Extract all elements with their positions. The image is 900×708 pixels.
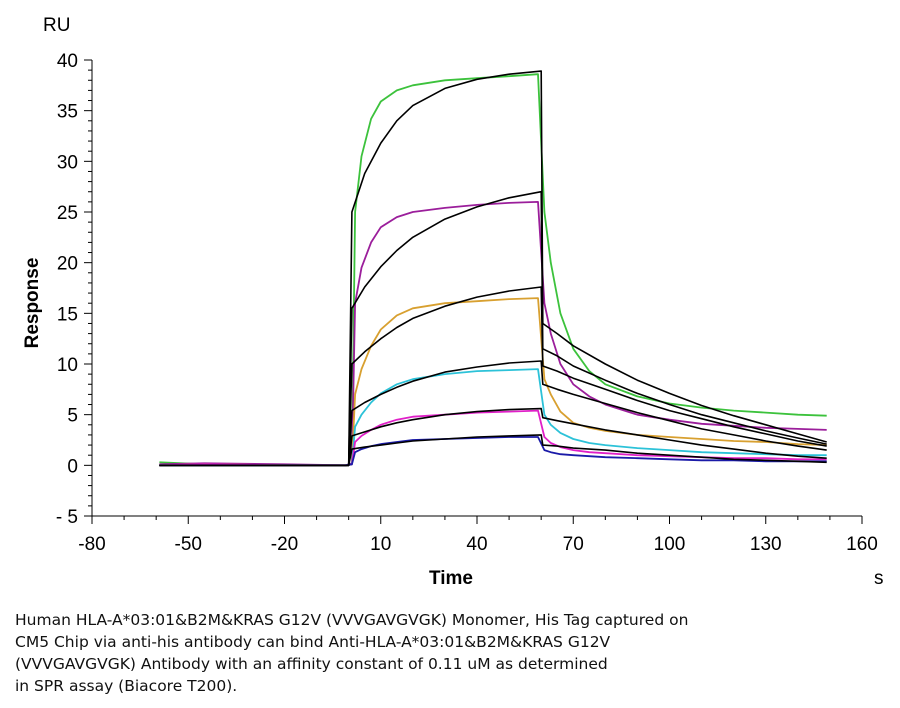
- x-tick-label: -80: [78, 534, 105, 555]
- y-tick-label: 40: [57, 51, 78, 72]
- caption-line: (VVVGAVGVGK) Antibody with an affinity c…: [15, 655, 608, 673]
- chart-axes: - 5 0 5 10 15 20 25 30 35 40 -80 -50 -20 10 40 70 100 130…: [56, 51, 878, 555]
- y-unit-label: RU: [43, 15, 70, 36]
- sensorgram-curve-1: [159, 73, 827, 467]
- caption-line: in SPR assay (Biacore T200).: [15, 677, 238, 695]
- x-unit-label: s: [874, 568, 884, 589]
- y-tick-label: 30: [57, 152, 78, 173]
- chart-series: [159, 70, 827, 467]
- x-tick-label: 160: [846, 534, 878, 555]
- fit-curve-9: [159, 286, 827, 467]
- y-tick-label: 20: [57, 254, 78, 275]
- x-tick-label: 70: [563, 534, 584, 555]
- x-tick-label: -20: [271, 534, 298, 555]
- y-tick-label: 15: [57, 304, 78, 325]
- fit-curve-7: [159, 70, 827, 467]
- figure-caption: Human HLA-A*03:01&B2M&KRAS G12V (VVVGAVG…: [15, 609, 875, 697]
- x-tick-label: 40: [466, 534, 487, 555]
- x-axis-label: Time: [429, 568, 473, 589]
- caption-line: CM5 Chip via anti-his antibody can bind …: [15, 633, 611, 651]
- sensorgram-curve-4: [159, 368, 827, 467]
- y-tick-label: - 5: [56, 507, 78, 528]
- y-tick-label: 10: [57, 355, 78, 376]
- x-tick-label: 100: [654, 534, 686, 555]
- fit-curve-10: [159, 360, 827, 467]
- fit-curve-8: [159, 190, 827, 467]
- y-axis-label: Response: [22, 258, 43, 349]
- sensorgram-curve-6: [159, 436, 827, 467]
- spr-sensorgram-chart: - 5 0 5 10 15 20 25 30 35 40 -80 -50 -20 10 40 70 100 130…: [22, 15, 884, 589]
- fit-curve-11: [159, 407, 827, 467]
- sensorgram-curve-2: [159, 201, 827, 467]
- x-tick-label: 130: [750, 534, 782, 555]
- x-tick-label: -50: [175, 534, 202, 555]
- y-tick-label: 0: [67, 456, 78, 477]
- sensorgram-curve-3: [159, 297, 827, 467]
- y-tick-label: 35: [57, 102, 78, 123]
- x-tick-label: 10: [370, 534, 391, 555]
- y-tick-label: 5: [67, 406, 78, 427]
- y-tick-label: 25: [57, 203, 78, 224]
- caption-line: Human HLA-A*03:01&B2M&KRAS G12V (VVVGAVG…: [15, 611, 689, 629]
- fit-curve-12: [159, 434, 827, 467]
